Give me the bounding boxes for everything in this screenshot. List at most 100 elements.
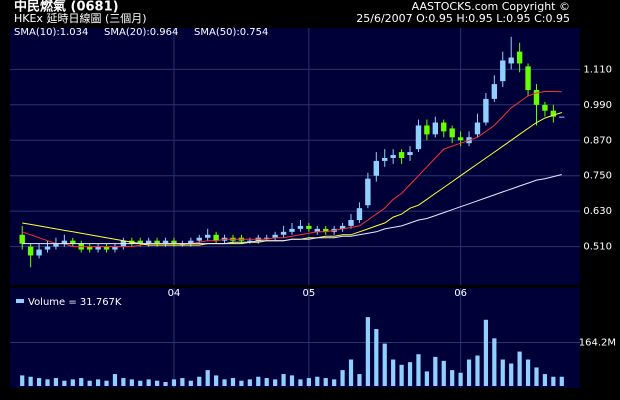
source: AASTOCKS.com Copyright ©: [412, 0, 570, 13]
candle-body: [112, 246, 118, 250]
candle-body: [145, 240, 152, 244]
volume-bar: [121, 378, 126, 386]
candle-body: [516, 51, 523, 64]
candle-body: [373, 160, 380, 176]
candle-body: [280, 231, 287, 235]
candle-body: [542, 104, 548, 111]
sma-line: [22, 91, 562, 248]
volume-bar: [214, 375, 219, 386]
candle-body: [559, 116, 565, 118]
volume-bar: [28, 376, 33, 386]
volume-bar: [416, 354, 421, 386]
candle-body: [491, 84, 498, 99]
volume-bar: [146, 379, 151, 386]
candle-body: [348, 220, 354, 226]
volume-bar: [289, 375, 295, 386]
chart-subtitle: HKEx 延時日線圖 (三個月): [14, 11, 147, 25]
x-tick-label: 06: [454, 288, 467, 299]
volume-bar: [315, 376, 320, 386]
candle-body: [424, 125, 430, 135]
volume-bar: [458, 372, 463, 386]
candle-body: [86, 246, 93, 250]
candle-body: [432, 122, 439, 135]
candle-body: [70, 240, 76, 244]
legend-swatch: [16, 299, 24, 303]
volume-bar: [340, 370, 345, 386]
y-tick-label: 0.750: [583, 171, 612, 182]
volume-bar: [230, 378, 236, 386]
candle-body: [415, 125, 422, 150]
volume-bar: [138, 380, 143, 386]
candle-body: [137, 240, 143, 244]
volume-bar: [509, 363, 514, 386]
volume-bar: [20, 375, 25, 386]
x-tick-label: 05: [302, 288, 315, 299]
candle-body: [500, 60, 506, 82]
candle-body: [457, 137, 464, 141]
candle-body: [272, 234, 278, 238]
volume-bar: [197, 376, 202, 386]
candle-body: [44, 246, 51, 250]
candle-body: [103, 246, 110, 250]
y-tick-label: 1.110: [583, 64, 612, 75]
candle-body: [53, 243, 59, 247]
volume-bar: [53, 378, 59, 386]
candle-body: [390, 155, 396, 158]
y-tick-label: 0.870: [583, 135, 612, 146]
volume-bar: [36, 378, 42, 386]
volume-bar: [542, 374, 548, 386]
legend-label: SMA(50):0.754: [194, 27, 268, 38]
candle-body: [188, 240, 194, 244]
volume-bar: [79, 378, 84, 386]
candle-body: [204, 234, 211, 238]
candle-body: [154, 240, 160, 244]
volume-bar: [222, 379, 227, 386]
y-tick-label: 0.990: [583, 100, 612, 111]
volume-bar: [407, 362, 413, 386]
candle-body: [398, 152, 405, 158]
candle-body: [61, 240, 68, 244]
volume-bar: [104, 380, 109, 386]
candle-body: [449, 128, 455, 138]
candle-body: [365, 178, 371, 206]
volume-bar: [391, 359, 396, 386]
candle-body: [264, 237, 270, 239]
candle-body: [196, 237, 202, 241]
volume-bar: [163, 382, 168, 386]
volume-bar: [433, 356, 438, 386]
candle-body: [323, 228, 329, 232]
volume-bar: [382, 343, 387, 386]
volume-bar: [424, 371, 429, 386]
y-tick-label: 0.510: [583, 242, 612, 253]
volume-bar: [70, 379, 75, 386]
volume-bar: [365, 317, 370, 386]
candle-body: [306, 225, 312, 229]
candle-body: [382, 157, 388, 161]
volume-bar: [205, 370, 210, 386]
volume-bar: [323, 378, 328, 386]
volume-bar: [357, 374, 362, 386]
candle-body: [179, 243, 186, 245]
volume-bar: [129, 379, 134, 386]
candle-body: [407, 152, 413, 156]
volume-bar: [273, 379, 278, 386]
volume-bar: [256, 376, 261, 386]
legend-label: SMA(10):1.034: [14, 27, 88, 38]
volume-bar: [87, 380, 92, 386]
volume-bar: [298, 379, 303, 386]
candle-body: [356, 208, 363, 221]
volume-bar: [399, 364, 404, 386]
candle-body: [213, 234, 219, 241]
volume-bar: [239, 380, 244, 386]
volume-bar: [62, 380, 67, 386]
volume-bar: [247, 379, 252, 386]
volume-bar: [500, 359, 505, 386]
candle-body: [314, 228, 320, 232]
volume-bar: [180, 378, 185, 386]
y-tick-label: 164.2M: [579, 338, 616, 349]
volume-bar: [264, 378, 269, 386]
volume-bar: [281, 374, 286, 386]
candle-body: [474, 122, 481, 135]
volume-bar: [348, 359, 354, 386]
